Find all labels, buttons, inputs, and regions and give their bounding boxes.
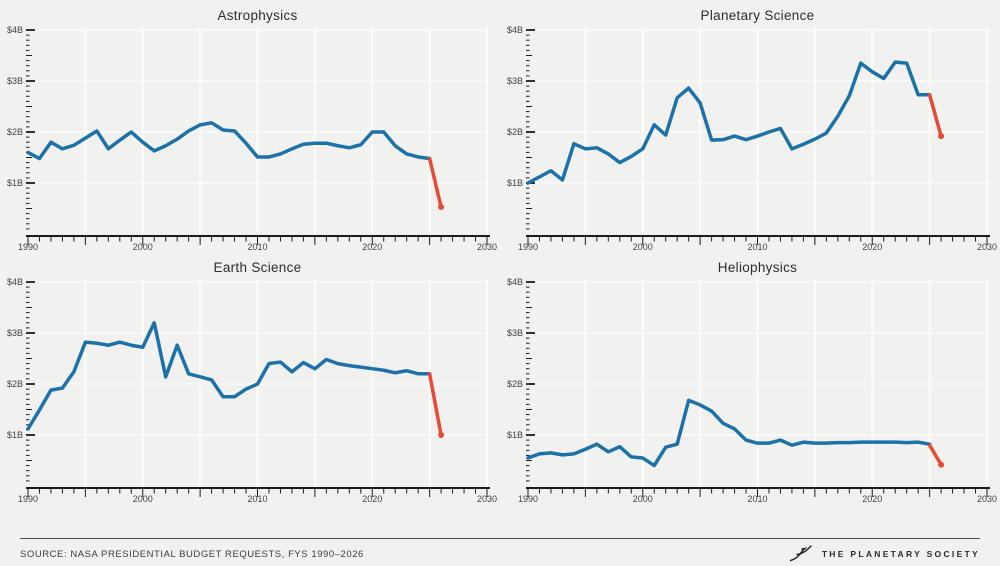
x-axis-label: 2020	[362, 242, 382, 252]
projection-end-marker	[438, 432, 445, 438]
y-axis-label: $2B	[507, 379, 523, 389]
planetary-society-wordmark: THE PLANETARY SOCIETY	[821, 548, 980, 559]
planetary-society-sail-icon	[789, 545, 812, 562]
y-axis-label: $1B	[507, 178, 523, 188]
x-axis-label: 2020	[362, 494, 382, 504]
x-axis-label: 2030	[977, 494, 997, 504]
y-axis-label: $4B	[507, 277, 523, 287]
y-axis-label: $4B	[7, 277, 23, 287]
y-axis-label: $3B	[7, 76, 23, 86]
footer: SOURCE: NASA PRESIDENTIAL BUDGET REQUEST…	[0, 504, 1000, 566]
x-axis-label: 2000	[633, 242, 653, 252]
projection-line	[927, 93, 943, 138]
x-axis-label: 2000	[133, 242, 153, 252]
y-axis-label: $3B	[507, 76, 523, 86]
y-axis-label: $3B	[7, 328, 23, 338]
chart-title-earth-science: Earth Science	[213, 260, 302, 275]
x-axis-label: 1990	[518, 494, 538, 504]
x-axis-label: 1990	[18, 242, 38, 252]
y-axis-label: $2B	[507, 127, 523, 137]
budget-line	[26, 321, 432, 431]
x-axis-label: 2010	[747, 242, 767, 252]
footer-divider	[20, 538, 980, 539]
chart-title-astrophysics: Astrophysics	[217, 8, 298, 23]
projection-end-marker	[438, 203, 445, 210]
x-axis-label: 2000	[133, 494, 153, 504]
x-axis-label: 1990	[18, 494, 38, 504]
x-axis-label: 2010	[247, 494, 267, 504]
chart-grid: Astrophysics $1B $2B $3B $4B 1990 2000 2010 202…	[0, 0, 1000, 504]
line-chart-planetary-science: $1B $2B $3B $4B 1990 2000 2010 2020 2030	[507, 25, 997, 252]
y-axis-label: $4B	[507, 25, 523, 35]
line-chart-earth-science: $1B $2B $3B $4B 1990 2000 2010 2020 2030	[7, 277, 497, 504]
source-note: SOURCE: NASA PRESIDENTIAL BUDGET REQUEST…	[20, 549, 364, 560]
line-chart-heliophysics: $1B $2B $3B $4B 1990 2000 2010 2020 2030	[507, 277, 997, 504]
projection-line	[427, 156, 443, 209]
budget-line	[526, 60, 932, 185]
y-axis-label: $1B	[7, 430, 23, 440]
x-axis-label: 2030	[477, 242, 497, 252]
chart-panel-heliophysics: Heliophysics $1B $2B $3B $4B 1990 2000 2010 202…	[500, 252, 1000, 504]
budget-line	[526, 398, 932, 468]
x-axis-label: 2030	[477, 494, 497, 504]
y-axis-label: $3B	[507, 328, 523, 338]
x-axis-label: 2000	[633, 494, 653, 504]
projection-line	[427, 372, 443, 437]
budget-line	[26, 121, 432, 161]
x-axis-label: 2020	[862, 494, 882, 504]
x-axis-label: 2020	[862, 242, 882, 252]
x-axis-label: 1990	[518, 242, 538, 252]
chart-panel-astrophysics: Astrophysics $1B $2B $3B $4B 1990 2000 2010 202…	[0, 0, 500, 252]
chart-title-heliophysics: Heliophysics	[717, 260, 798, 275]
chart-panel-planetary-science: Planetary Science $1B $2B $3B $4B 1990 2000 20…	[500, 0, 1000, 252]
y-axis-label: $2B	[7, 379, 23, 389]
y-axis-label: $1B	[507, 430, 523, 440]
x-axis-label: 2010	[247, 242, 267, 252]
chart-title-planetary-science: Planetary Science	[700, 8, 815, 23]
x-axis-label: 2010	[747, 494, 767, 504]
x-axis-label: 2030	[977, 242, 997, 252]
chart-panel-earth-science: Earth Science $1B $2B $3B $4B 1990 2000 2010 20…	[0, 252, 500, 504]
line-chart-astrophysics: $1B $2B $3B $4B 1990 2000 2010 2020 2030	[7, 25, 497, 252]
projection-line	[927, 443, 943, 467]
y-axis-label: $4B	[7, 25, 23, 35]
planetary-society-brand: THE PLANETARY SOCIETY	[789, 544, 980, 563]
projection-end-marker	[938, 461, 945, 468]
projection-end-marker	[938, 133, 945, 140]
y-axis-label: $2B	[7, 127, 23, 137]
y-axis-label: $1B	[7, 178, 23, 188]
